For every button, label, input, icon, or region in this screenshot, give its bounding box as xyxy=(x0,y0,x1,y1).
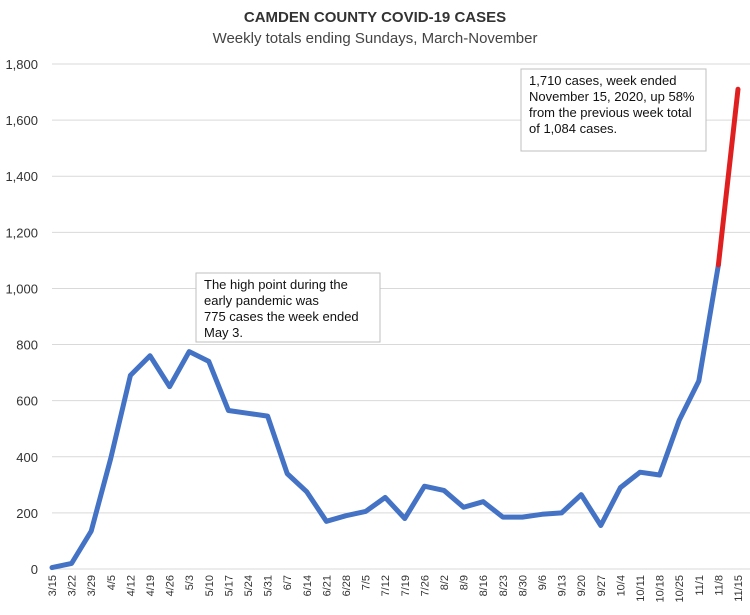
y-tick-label: 200 xyxy=(16,506,38,521)
y-tick-label: 800 xyxy=(16,338,38,353)
x-tick-label: 5/31 xyxy=(263,575,275,596)
x-tick-label: 6/21 xyxy=(321,575,333,596)
x-tick-label: 9/13 xyxy=(557,575,569,596)
x-tick-label: 3/22 xyxy=(67,575,79,596)
annotation-line: November 15, 2020, up 58% xyxy=(529,89,695,104)
x-tick-label: 3/29 xyxy=(86,575,98,596)
annotation-line: 775 cases the week ended xyxy=(204,309,359,324)
chart-title: CAMDEN COUNTY COVID-19 CASES xyxy=(243,9,507,26)
x-tick-label: 10/11 xyxy=(635,575,647,602)
x-tick-label: 9/6 xyxy=(537,575,549,590)
highlight-line-segment xyxy=(715,86,741,268)
x-tick-label: 8/23 xyxy=(498,575,510,596)
annotation-line: 1,710 cases, week ended xyxy=(529,73,676,88)
annotation-line: from the previous week total xyxy=(529,105,692,120)
x-tick-label: 11/1 xyxy=(694,575,706,596)
x-tick-label: 7/26 xyxy=(419,575,431,596)
y-tick-label: 1,600 xyxy=(5,113,38,128)
x-tick-label: 7/5 xyxy=(361,575,373,590)
annotation-line: The high point during the xyxy=(204,277,348,292)
x-tick-label: 10/4 xyxy=(615,575,627,596)
y-tick-label: 1,000 xyxy=(5,281,38,296)
x-tick-label: 5/3 xyxy=(184,575,196,590)
gridlines xyxy=(52,63,750,570)
y-tick-label: 1,800 xyxy=(5,57,38,72)
y-tick-label: 1,400 xyxy=(5,169,38,184)
x-tick-label: 9/27 xyxy=(596,575,608,596)
x-tick-label: 6/14 xyxy=(302,575,314,596)
annotation-frame xyxy=(520,68,707,152)
y-tick-label: 0 xyxy=(31,562,38,577)
x-tick-label: 11/8 xyxy=(713,575,725,596)
x-tick-label: 6/28 xyxy=(341,575,353,596)
x-tick-label: 8/2 xyxy=(439,575,451,590)
x-tick-label: 8/30 xyxy=(517,575,529,596)
x-tick-label: 11/15 xyxy=(733,575,745,602)
x-tick-label: 7/12 xyxy=(380,575,392,596)
x-tick-label: 4/19 xyxy=(145,575,157,596)
annotation-line: early pandemic was xyxy=(204,293,319,308)
x-tick-label: 5/24 xyxy=(243,575,255,596)
x-tick-label: 7/19 xyxy=(400,575,412,596)
x-tick-label: 4/5 xyxy=(106,575,118,590)
x-tick-label: 3/15 xyxy=(47,575,59,596)
x-tick-label: 5/10 xyxy=(204,575,216,596)
y-tick-label: 1,200 xyxy=(5,225,38,240)
x-tick-label: 4/12 xyxy=(125,575,137,596)
x-axis: 3/15 3/22 3/29 4/5 4/12 4/19 4/26 5/3 5/10 5/17 5/… xyxy=(47,575,745,603)
annotation-frame xyxy=(195,272,381,343)
x-tick-label: 9/20 xyxy=(576,575,588,596)
x-tick-label: 5/17 xyxy=(223,575,235,596)
series-lines xyxy=(49,86,741,571)
y-tick-label: 600 xyxy=(16,394,38,409)
annotation-line: May 3. xyxy=(204,325,243,340)
annotation-line: of 1,084 cases. xyxy=(529,121,617,136)
x-tick-label: 4/26 xyxy=(165,575,177,596)
y-tick-label: 400 xyxy=(16,450,38,465)
x-tick-label: 10/25 xyxy=(674,575,686,603)
x-tick-label: 8/16 xyxy=(478,575,490,596)
y-axis: 0 200 400 600 800 1,000 1,200 1,400 1,600 1,800 xyxy=(5,57,38,577)
series-line xyxy=(49,262,721,571)
x-tick-label: 8/9 xyxy=(459,575,471,590)
chart-subtitle: Weekly totals ending Sundays, March-Nove… xyxy=(212,30,538,47)
x-tick-label: 6/7 xyxy=(282,575,294,590)
x-tick-label: 10/18 xyxy=(655,575,667,603)
